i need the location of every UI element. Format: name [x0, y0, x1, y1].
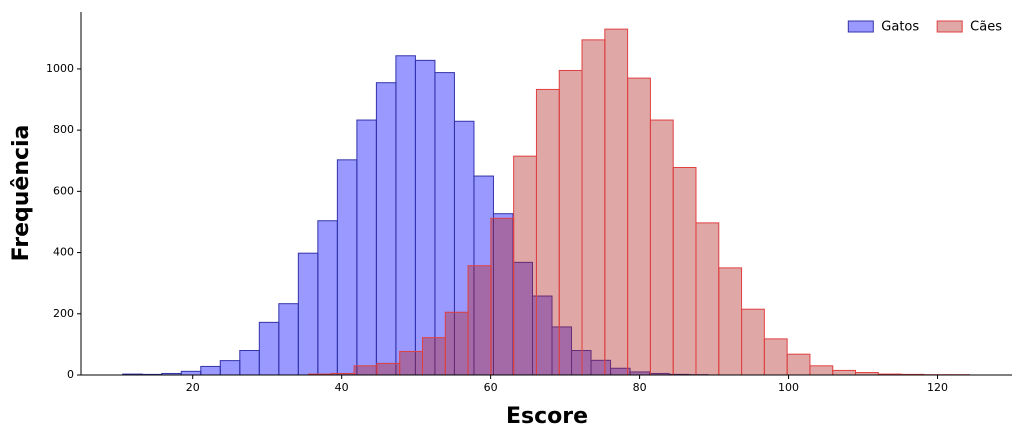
y-axis-title: Frequência — [9, 125, 34, 262]
histogram-bar — [513, 155, 537, 376]
histogram-bar — [627, 77, 651, 376]
y-tick-label: 800 — [53, 123, 74, 136]
histogram-bar — [399, 350, 423, 376]
histogram-bar — [180, 370, 202, 376]
histogram-bar — [718, 267, 743, 376]
legend-label: Gatos — [881, 20, 919, 35]
histogram-bar — [258, 321, 280, 376]
histogram-bar — [297, 252, 319, 376]
legend-swatch — [847, 20, 874, 33]
histogram-bar — [763, 338, 788, 376]
legend-label: Cães — [970, 20, 1002, 35]
histogram-bar — [239, 350, 260, 376]
histogram-bar — [490, 217, 515, 376]
legend-swatch — [936, 20, 963, 33]
histogram-bar — [581, 39, 606, 376]
histogram-bar — [395, 55, 416, 376]
histogram-bar — [444, 311, 469, 376]
y-tick-label: 400 — [53, 246, 74, 259]
x-tick-label: 100 — [778, 381, 799, 394]
y-tick-label: 200 — [53, 307, 74, 320]
histogram-bar — [649, 119, 674, 376]
histogram-bar — [535, 88, 560, 376]
histogram-bar — [356, 119, 377, 376]
histogram-bar — [200, 365, 221, 376]
histogram-bar — [741, 308, 765, 376]
x-tick-label: 40 — [335, 381, 349, 394]
histogram-bar — [278, 303, 299, 376]
histogram-bar — [414, 59, 436, 376]
histogram-bar — [809, 365, 834, 376]
histogram-bar — [353, 365, 378, 376]
x-tick-label: 20 — [186, 381, 200, 394]
histogram-bar — [219, 360, 241, 376]
histogram-bar — [558, 69, 583, 376]
histogram-bar — [421, 337, 446, 376]
histogram-bar — [604, 28, 629, 376]
x-tick-label: 60 — [484, 381, 498, 394]
x-axis-title: Escore — [506, 404, 588, 429]
histogram-bar — [695, 222, 720, 376]
x-tick-label: 80 — [633, 381, 647, 394]
histogram-bar — [672, 166, 697, 376]
y-tick-label: 0 — [67, 368, 74, 381]
histogram-bar — [317, 220, 338, 376]
x-tick-label: 120 — [927, 381, 948, 394]
histogram-bar — [336, 159, 358, 376]
y-tick-label: 1000 — [46, 62, 74, 75]
y-tick-label: 600 — [53, 184, 74, 197]
histogram-bar — [832, 369, 857, 376]
histogram-bar — [375, 82, 397, 376]
histogram-bar — [376, 362, 401, 376]
histogram-bar — [786, 353, 811, 376]
histogram-bar — [467, 265, 492, 376]
